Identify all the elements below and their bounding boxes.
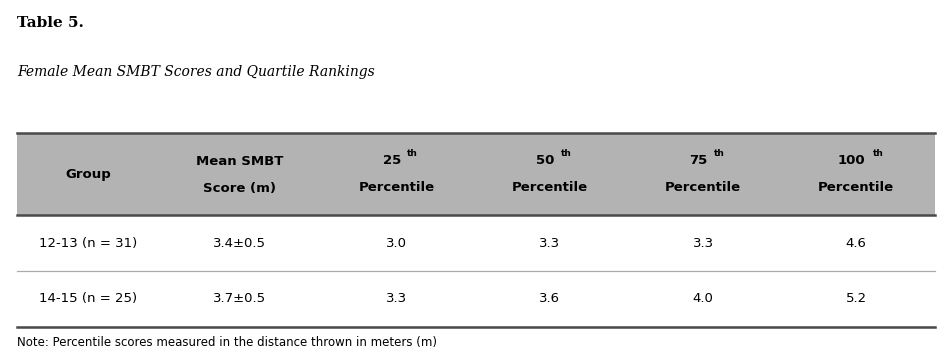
Text: 4.0: 4.0: [693, 292, 714, 306]
Text: 3.0: 3.0: [386, 237, 407, 250]
Text: Percentile: Percentile: [818, 181, 894, 194]
Text: Note: Percentile scores measured in the distance thrown in meters (m): Note: Percentile scores measured in the …: [17, 336, 437, 349]
Text: 75: 75: [689, 154, 707, 167]
Text: Score (m): Score (m): [203, 182, 276, 195]
Text: 3.7±0.5: 3.7±0.5: [214, 292, 266, 306]
Text: th: th: [714, 149, 725, 158]
Text: 3.4±0.5: 3.4±0.5: [214, 237, 266, 250]
Text: Percentile: Percentile: [359, 181, 435, 194]
Text: 3.3: 3.3: [693, 237, 714, 250]
Text: 50: 50: [536, 154, 554, 167]
Text: 3.3: 3.3: [539, 237, 560, 250]
Text: th: th: [407, 149, 419, 158]
Text: 3.3: 3.3: [386, 292, 407, 306]
Text: 25: 25: [382, 154, 400, 167]
Text: 4.6: 4.6: [846, 237, 866, 250]
Text: 5.2: 5.2: [846, 292, 866, 306]
Text: 14-15 (n = 25): 14-15 (n = 25): [39, 292, 138, 306]
Text: Female Mean SMBT Scores and Quartile Rankings: Female Mean SMBT Scores and Quartile Ran…: [17, 65, 375, 79]
Text: 3.6: 3.6: [539, 292, 560, 306]
Text: Table 5.: Table 5.: [17, 16, 84, 30]
Text: 12-13 (n = 31): 12-13 (n = 31): [39, 237, 138, 250]
Text: 100: 100: [838, 154, 865, 167]
Text: Mean SMBT: Mean SMBT: [195, 155, 284, 168]
Text: Group: Group: [65, 168, 111, 181]
Text: th: th: [873, 149, 884, 158]
Text: Percentile: Percentile: [512, 181, 587, 194]
Text: Percentile: Percentile: [665, 181, 741, 194]
Text: th: th: [561, 149, 571, 158]
